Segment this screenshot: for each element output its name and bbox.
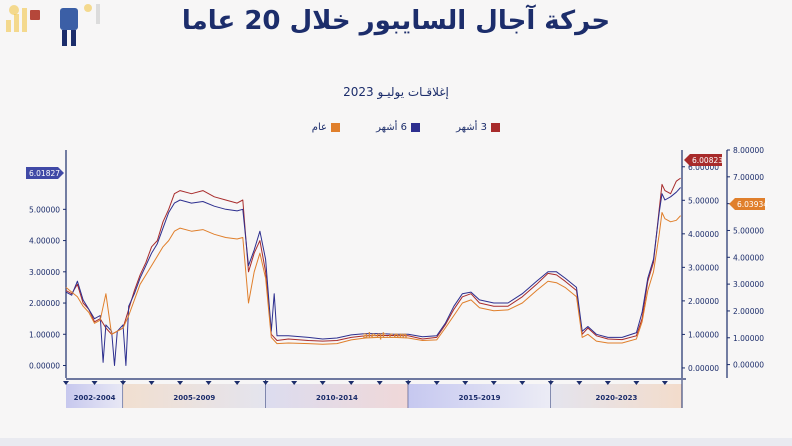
end-label-left-shape — [26, 167, 64, 179]
period-label: 2002-2004 — [74, 394, 116, 402]
y-tick-label: 0.00000 — [688, 364, 719, 373]
y-tick-label: 3.00000 — [688, 263, 719, 272]
x-tick-marker — [519, 381, 526, 385]
chart-title: حركة آجال السايبور خلال 20 عاما — [181, 6, 611, 36]
legend-swatch-1y — [331, 123, 340, 132]
y-tick-label: 2.00000 — [733, 307, 764, 316]
end-label-red-shape — [684, 154, 722, 166]
x-tick-marker — [433, 381, 440, 385]
period-band — [408, 384, 551, 408]
x-tick-marker — [291, 381, 298, 385]
end-label-orange: 6.03934 — [729, 198, 768, 210]
y-tick-label: 1.00000 — [29, 330, 60, 339]
y-tick-label: 7.00000 — [733, 173, 764, 182]
series-line-3 — [65, 212, 681, 345]
legend-label-3m: 3 أشهر — [456, 122, 487, 133]
end-label-left-text: 6.01827 — [29, 169, 60, 178]
x-tick-marker — [348, 381, 355, 385]
period-band — [265, 384, 409, 408]
y-tick-label: 3.00000 — [29, 268, 60, 277]
y-tick-label: 0.00000 — [733, 361, 764, 370]
x-tick-marker — [63, 381, 69, 385]
x-tick-marker — [661, 381, 668, 385]
x-tick-marker — [490, 381, 497, 385]
period-band — [123, 384, 266, 408]
chart-subtitle: إغلاقـات يوليـو 2023 — [343, 85, 449, 99]
chart-legend: 3 أشهر 6 أشهر عام — [290, 122, 500, 138]
series-line-2 — [65, 187, 681, 366]
period-label: 2010-2014 — [316, 394, 358, 402]
end-label-red: 6.00823 — [684, 154, 723, 166]
period-label: 2005-2009 — [173, 394, 215, 402]
x-tick-marker — [205, 381, 212, 385]
period-band — [550, 384, 682, 408]
y-tick-label: 2.00000 — [688, 297, 719, 306]
x-tick-marker — [604, 381, 611, 385]
watermark: aleqt.com — [363, 331, 408, 340]
x-tick-marker — [376, 381, 383, 385]
y-tick-label: 4.00000 — [688, 230, 719, 239]
y-tick-label: 5.00000 — [688, 196, 719, 205]
x-tick-marker — [319, 381, 326, 385]
y-tick-label: 6.00000 — [688, 163, 719, 172]
y-tick-label: 0.00000 — [29, 362, 60, 371]
x-tick-marker — [405, 381, 412, 385]
x-tick-marker — [177, 381, 184, 385]
series-line-1 — [65, 177, 681, 342]
x-tick-marker — [547, 381, 554, 385]
y-tick-label: 1.00000 — [688, 330, 719, 339]
y-tick-label: 5.00000 — [29, 205, 60, 214]
x-tick-marker — [91, 381, 98, 385]
period-label: 2015-2019 — [459, 394, 501, 402]
bottom-band — [0, 438, 792, 446]
x-tick-marker — [262, 381, 269, 385]
end-label-red-text: 6.00823 — [692, 156, 723, 165]
x-tick-marker — [120, 381, 127, 385]
y-tick-label: 4.00000 — [733, 253, 764, 262]
y-tick-label: 2.00000 — [29, 299, 60, 308]
period-band — [66, 384, 124, 408]
legend-item-3m: 3 أشهر — [456, 122, 500, 133]
legend-swatch-6m — [411, 123, 420, 132]
x-tick-marker — [576, 381, 583, 385]
businessman-illustration — [6, 4, 100, 46]
y-tick-label: 5.00000 — [733, 226, 764, 235]
x-tick-marker — [234, 381, 241, 385]
y-tick-label: 3.00000 — [733, 280, 764, 289]
legend-label-6m: 6 أشهر — [376, 122, 407, 133]
end-label-left: 6.01827 — [26, 167, 64, 179]
x-tick-marker — [633, 381, 640, 385]
x-tick-marker — [462, 381, 469, 385]
legend-label-1y: عام — [311, 122, 327, 133]
period-label: 2020-2023 — [595, 394, 637, 402]
end-label-orange-shape — [729, 198, 765, 210]
legend-swatch-3m — [491, 123, 500, 132]
y-tick-label: 8.00000 — [733, 146, 764, 155]
legend-item-1y: عام — [312, 122, 340, 133]
y-tick-label: 4.00000 — [29, 237, 60, 246]
x-tick-marker — [148, 381, 155, 385]
y-tick-label: 1.00000 — [733, 334, 764, 343]
legend-item-6m: 6 أشهر — [376, 122, 420, 133]
end-label-orange-text: 6.03934 — [737, 200, 768, 209]
